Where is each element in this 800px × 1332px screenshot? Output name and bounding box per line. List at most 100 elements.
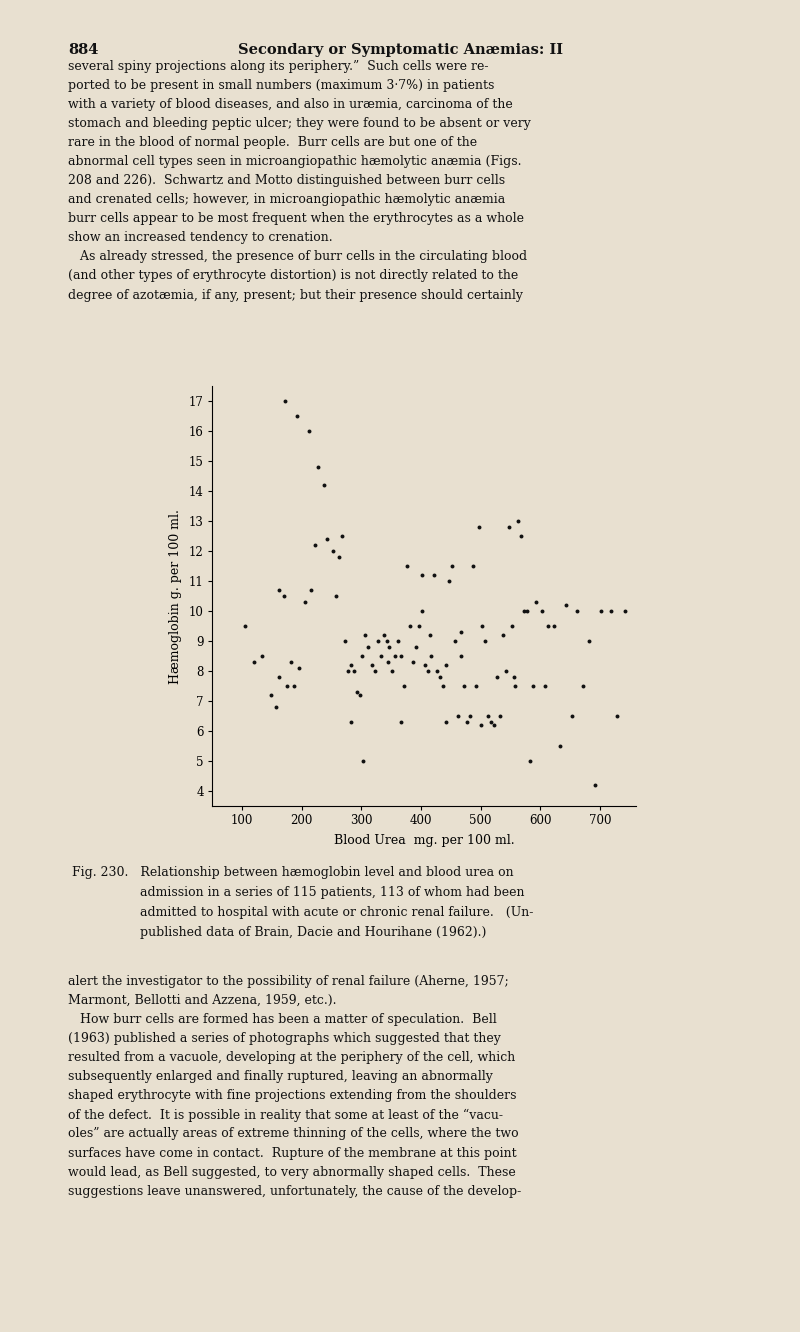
Point: [374, 646, 387, 667]
Point: [553, 735, 566, 757]
Point: [526, 675, 539, 697]
Point: [278, 586, 290, 607]
Point: [321, 529, 334, 550]
Point: [446, 555, 458, 577]
Point: [466, 555, 479, 577]
Text: 208 and 226).  Schwartz and Motto distinguished between burr cells: 208 and 226). Schwartz and Motto disting…: [68, 174, 505, 188]
Y-axis label: Hæmoglobin g. per 100 ml.: Hæmoglobin g. per 100 ml.: [169, 509, 182, 683]
Point: [342, 661, 354, 682]
Point: [416, 565, 429, 586]
Point: [359, 625, 372, 646]
Text: would lead, as Bell suggested, to very abnormally shaped cells.  These: would lead, as Bell suggested, to very a…: [68, 1166, 516, 1179]
Text: shaped erythrocyte with fine projections extending from the shoulders: shaped erythrocyte with fine projections…: [68, 1090, 517, 1103]
Point: [490, 666, 503, 687]
Point: [454, 621, 467, 643]
Point: [565, 706, 578, 727]
Text: surfaces have come in contact.  Rupture of the membrane at this point: surfaces have come in contact. Rupture o…: [68, 1147, 517, 1160]
Point: [410, 637, 422, 658]
Point: [347, 661, 360, 682]
Point: [508, 675, 521, 697]
Point: [308, 534, 321, 555]
Point: [454, 646, 467, 667]
Point: [304, 579, 317, 601]
Point: [430, 661, 443, 682]
Point: [610, 706, 623, 727]
Point: [482, 706, 494, 727]
Point: [511, 510, 524, 531]
Point: [369, 661, 382, 682]
Point: [386, 661, 398, 682]
Point: [264, 685, 277, 706]
Point: [362, 637, 375, 658]
Text: As already stressed, the presence of burr cells in the circulating blood: As already stressed, the presence of bur…: [68, 250, 527, 264]
Point: [478, 630, 491, 651]
Point: [605, 601, 618, 622]
Point: [449, 630, 462, 651]
Text: Fig. 230.   Relationship between hæmoglobin level and blood urea on: Fig. 230. Relationship between hæmoglobi…: [72, 866, 514, 879]
Text: suggestions leave unanswered, unfortunately, the cause of the develop-: suggestions leave unanswered, unfortunat…: [68, 1184, 522, 1197]
Point: [353, 685, 366, 706]
Point: [416, 601, 429, 622]
Point: [470, 675, 482, 697]
Point: [497, 625, 510, 646]
Point: [523, 750, 536, 771]
Point: [255, 646, 268, 667]
Text: resulted from a vacuole, developing at the periphery of the cell, which: resulted from a vacuole, developing at t…: [68, 1051, 515, 1064]
Point: [327, 541, 340, 562]
Point: [583, 630, 596, 651]
Point: [398, 675, 410, 697]
Point: [273, 579, 286, 601]
Text: and crenated cells; however, in microangiopathic hæmolytic anæmia: and crenated cells; however, in microang…: [68, 193, 506, 206]
Text: ported to be present in small numbers (maximum 3·7%) in patients: ported to be present in small numbers (m…: [68, 79, 494, 92]
Text: admission in a series of 115 patients, 113 of whom had been: admission in a series of 115 patients, 1…: [140, 886, 525, 899]
Point: [345, 654, 358, 675]
Point: [270, 697, 282, 718]
Point: [422, 661, 434, 682]
Text: (and other types of erythrocyte distortion) is not directly related to the: (and other types of erythrocyte distorti…: [68, 269, 518, 282]
Point: [413, 615, 426, 637]
Point: [463, 706, 476, 727]
Point: [381, 630, 394, 651]
Point: [404, 615, 417, 637]
Point: [473, 517, 486, 538]
Point: [461, 711, 474, 733]
Point: [577, 675, 590, 697]
Point: [298, 591, 311, 613]
Point: [520, 601, 533, 622]
Text: Marmont, Bellotti and Azzena, 1959, etc.).: Marmont, Bellotti and Azzena, 1959, etc.…: [68, 994, 337, 1007]
Point: [425, 646, 438, 667]
Text: How burr cells are formed has been a matter of speculation.  Bell: How burr cells are formed has been a mat…: [68, 1014, 497, 1026]
Point: [494, 706, 506, 727]
Point: [395, 711, 408, 733]
Point: [318, 474, 330, 496]
Point: [423, 625, 436, 646]
Point: [292, 658, 305, 679]
Point: [288, 675, 301, 697]
Point: [437, 675, 450, 697]
Point: [571, 601, 584, 622]
Text: Secondary or Symptomatic Anæmias: II: Secondary or Symptomatic Anæmias: II: [238, 43, 562, 57]
Point: [383, 637, 396, 658]
Point: [345, 711, 358, 733]
Text: burr cells appear to be most frequent when the erythrocytes as a whole: burr cells appear to be most frequent wh…: [68, 212, 524, 225]
Point: [336, 526, 349, 547]
Point: [280, 675, 293, 697]
Text: stomach and bleeding peptic ulcer; they were found to be absent or very: stomach and bleeding peptic ulcer; they …: [68, 117, 531, 131]
Point: [442, 570, 455, 591]
Point: [395, 646, 408, 667]
Point: [303, 421, 316, 442]
Point: [440, 654, 453, 675]
Text: several spiny projections along its periphery.”  Such cells were re-: several spiny projections along its peri…: [68, 60, 489, 73]
Point: [530, 591, 542, 613]
Text: oles” are actually areas of extreme thinning of the cells, where the two: oles” are actually areas of extreme thin…: [68, 1127, 518, 1140]
Point: [514, 526, 527, 547]
Text: show an increased tendency to crenation.: show an increased tendency to crenation.: [68, 232, 333, 244]
Point: [499, 661, 512, 682]
Point: [485, 711, 498, 733]
Point: [273, 666, 286, 687]
Point: [401, 555, 414, 577]
Text: alert the investigator to the possibility of renal failure (Aherne, 1957;: alert the investigator to the possibilit…: [68, 975, 509, 988]
Point: [502, 517, 515, 538]
Text: 884: 884: [68, 43, 98, 57]
Point: [559, 594, 572, 615]
